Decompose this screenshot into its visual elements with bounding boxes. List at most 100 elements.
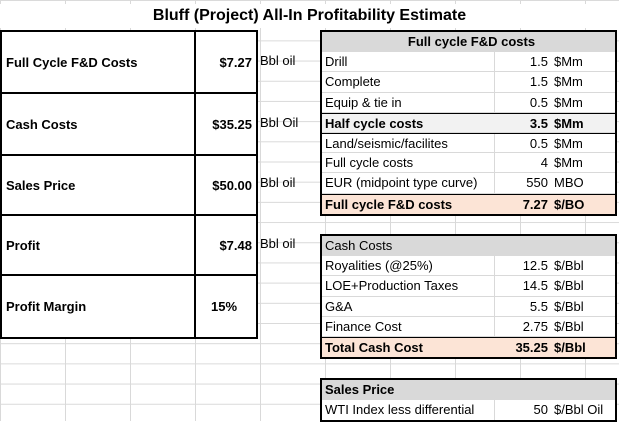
row-label: Full cycle costs xyxy=(325,155,414,171)
summary-label: Sales Price xyxy=(6,177,76,193)
table-row: G&A 5.5 $/Bbl xyxy=(322,296,615,317)
value-cell: 1.5 $Mm xyxy=(494,52,619,72)
row-value: 5.5 xyxy=(529,298,548,314)
value-cell: 50 $/Bbl Oil xyxy=(494,400,619,421)
table-row: Land/seismic/facilites 0.5 $Mm xyxy=(322,132,615,154)
table-row-total: Full cycle F&D costs 7.27 $/BO xyxy=(322,193,615,214)
row-unit: $Mm xyxy=(554,94,583,110)
sales-price-table: Sales Price WTI Index less differential … xyxy=(320,378,617,422)
summary-label: Full Cycle F&D Costs xyxy=(6,54,138,70)
value-cell: 3.5 $Mm xyxy=(494,114,619,132)
summary-value: $50.00 xyxy=(212,177,252,193)
summary-unit: Bbl Oil xyxy=(260,115,299,130)
table-row: Full cycle costs 4 $Mm xyxy=(322,153,615,174)
value-cell: 14.5 $/Bbl xyxy=(494,276,619,296)
row-label: WTI Index less differential xyxy=(325,402,475,418)
row-unit: $Mm xyxy=(554,74,583,90)
row-unit: $/BO xyxy=(554,196,585,212)
sheet-title: Bluff (Project) All-In Profitability Est… xyxy=(0,4,619,28)
row-label: Royalities (@25%) xyxy=(325,258,433,274)
row-value: 1.5 xyxy=(529,54,548,70)
table-row: LOE+Production Taxes 14.5 $/Bbl xyxy=(322,276,615,297)
row-label: Land/seismic/facilites xyxy=(325,135,448,151)
row-unit: $/Bbl xyxy=(554,298,584,314)
row-unit: $Mm xyxy=(554,54,583,70)
row-unit: $Mm xyxy=(554,155,583,171)
row-label: Full cycle F&D costs xyxy=(325,196,453,212)
row-unit: $/Bbl xyxy=(554,258,584,274)
row-value: 0.5 xyxy=(529,94,548,110)
row-label: Finance Cost xyxy=(325,318,402,334)
summary-value: $7.48 xyxy=(219,237,252,253)
value-cell: 2.75 $/Bbl xyxy=(494,316,619,336)
row-value: 7.27 xyxy=(522,196,548,212)
summary-unit: Bbl oil xyxy=(260,175,296,190)
summary-row-profit-margin: Profit Margin 15% xyxy=(2,276,256,337)
row-value: 2.75 xyxy=(522,318,548,334)
row-unit: $/Bbl xyxy=(554,278,584,294)
value-cell: 5.5 $/Bbl xyxy=(494,296,619,316)
summary-label: Profit Margin xyxy=(6,299,87,314)
summary-label: Profit xyxy=(6,237,40,253)
summary-label: Cash Costs xyxy=(6,116,78,132)
fd-costs-table: Full cycle F&D costs Drill 1.5 $Mm Comple… xyxy=(320,30,617,216)
value-cell: 0.5 $Mm xyxy=(494,133,619,153)
cash-costs-table: Cash Costs Royalities (@25%) 12.5 $/Bbl L… xyxy=(320,234,619,360)
table-row: EUR (midpoint type curve) 550 MBO xyxy=(322,173,615,194)
value-cell: 1.5 $Mm xyxy=(494,72,619,92)
row-label: EUR (midpoint type curve) xyxy=(325,175,478,191)
row-label: Half cycle costs xyxy=(325,115,424,131)
column-divider xyxy=(194,156,196,214)
value-cell: 12.5 $/Bbl xyxy=(494,256,619,276)
row-unit: $/Bbl xyxy=(554,339,586,355)
row-label: Complete xyxy=(325,74,381,90)
row-value: 3.5 xyxy=(529,115,548,131)
row-value: 550 xyxy=(526,175,548,191)
summary-unit: Bbl oil xyxy=(260,53,296,68)
row-label: Total Cash Cost xyxy=(325,339,423,355)
row-value: 35.25 xyxy=(515,339,548,355)
summary-row-profit: Profit $7.48 xyxy=(2,216,256,276)
summary-value: 15% xyxy=(210,299,238,314)
table-row: Equip & tie in 0.5 $Mm xyxy=(322,92,615,113)
table-row: Complete 1.5 $Mm xyxy=(322,72,615,93)
column-divider xyxy=(194,32,196,92)
row-value: 1.5 xyxy=(529,74,548,90)
row-value: 0.5 xyxy=(529,135,548,151)
header-label: Cash Costs xyxy=(325,238,393,253)
row-label: G&A xyxy=(325,298,353,314)
summary-row-cash-costs: Cash Costs $35.25 xyxy=(2,94,256,156)
summary-value: $35.25 xyxy=(212,116,252,132)
row-unit: $/Bbl xyxy=(554,318,584,334)
summary-row-fd-costs: Full Cycle F&D Costs $7.27 xyxy=(2,32,256,94)
row-value: 14.5 xyxy=(522,278,548,294)
row-label: LOE+Production Taxes xyxy=(325,278,459,294)
table-header: Sales Price xyxy=(322,380,615,401)
table-row: Finance Cost 2.75 $/Bbl xyxy=(322,316,615,337)
value-cell: 550 MBO xyxy=(494,173,619,193)
summary-unit: Bbl oil xyxy=(260,236,296,251)
column-divider xyxy=(194,276,196,337)
summary-value: $7.27 xyxy=(219,54,252,70)
row-unit: $Mm xyxy=(554,115,584,131)
table-row-subtotal: Half cycle costs 3.5 $Mm xyxy=(322,112,615,133)
value-cell: 4 $Mm xyxy=(494,153,619,173)
column-divider xyxy=(194,216,196,274)
header-label: Full cycle F&D costs xyxy=(407,34,536,49)
row-value: 4 xyxy=(540,155,548,171)
row-unit: MBO xyxy=(554,175,584,191)
table-row: WTI Index less differential 50 $/Bbl Oil xyxy=(322,400,615,421)
table-header: Cash Costs xyxy=(322,236,615,257)
value-cell: 35.25 $/Bbl xyxy=(494,338,619,357)
table-row: Drill 1.5 $Mm xyxy=(322,52,615,73)
summary-table: Full Cycle F&D Costs $7.27 Cash Costs $3… xyxy=(0,30,258,339)
column-divider xyxy=(194,94,196,154)
table-row-total: Total Cash Cost 35.25 $/Bbl xyxy=(322,336,615,358)
row-value: 50 xyxy=(533,402,548,418)
row-label: Equip & tie in xyxy=(325,94,402,110)
value-cell: 7.27 $/BO xyxy=(494,195,619,214)
value-cell: 0.5 $Mm xyxy=(494,92,619,112)
row-label: Drill xyxy=(325,54,348,70)
summary-row-sales-price: Sales Price $50.00 xyxy=(2,156,256,216)
row-unit: $/Bbl Oil xyxy=(554,402,604,418)
